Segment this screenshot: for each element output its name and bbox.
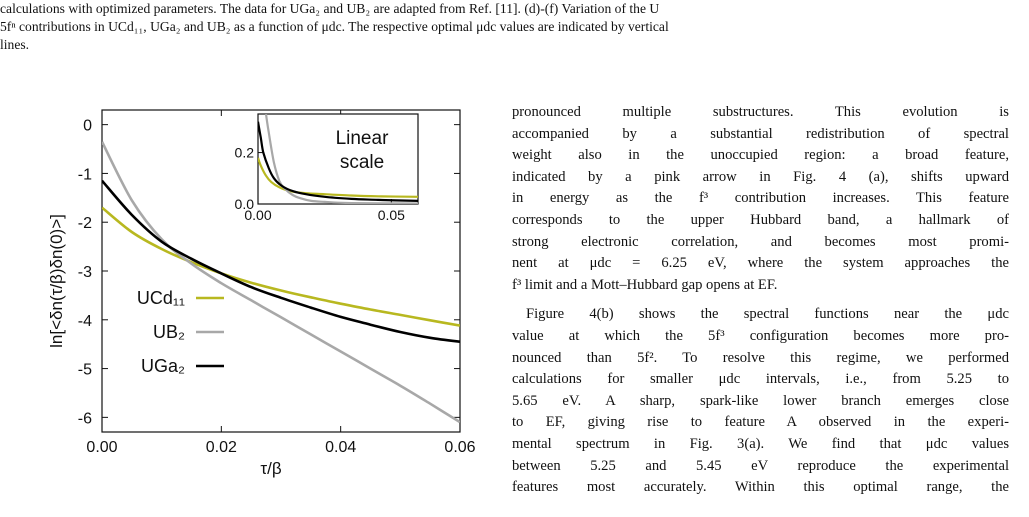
x-tick-label: 0.02: [206, 439, 237, 456]
inset-y-tick-label: 0.2: [235, 145, 255, 161]
x-tick-label: 0.06: [444, 439, 475, 456]
text-line: nounced than 5f². To resolve this regime…: [512, 349, 1009, 366]
text-line: weight also in the unoccupied region: a …: [512, 147, 1009, 164]
series-line-UGa: [102, 179, 460, 343]
series-line-UB: [102, 141, 460, 424]
x-tick-label: 0.04: [325, 439, 356, 456]
paragraph-2: Figure 4(b) shows the spectral functions…: [512, 304, 1009, 498]
text-line: indicated by a pink arrow in Fig. 4 (a),…: [512, 168, 1009, 185]
paragraph-1: pronounced multiple substructures. This …: [512, 102, 1009, 296]
text-line: calculations for smaller μdc intervals, …: [512, 371, 1009, 388]
text-line: Figure 4(b) shows the spectral functions…: [526, 306, 1009, 323]
y-tick-label: -2: [78, 215, 92, 232]
y-axis-label: ln[<δn(τ/β)δn(0)>]: [47, 214, 66, 348]
caption-line-1: calculations with optimized parameters. …: [0, 1, 660, 16]
y-tick-label: 0: [83, 118, 92, 135]
inset-title: Linear scale: [336, 128, 389, 173]
text-line: pronounced multiple substructures. This …: [512, 104, 1009, 120]
series-line-UCd: [102, 206, 460, 327]
text-line: nent at μdc = 6.25 eV, where the system …: [512, 255, 1009, 272]
legend-label: UCd₁₁: [137, 288, 185, 308]
inset-x-tick-label: 0.05: [378, 207, 405, 223]
text-line: mental spectrum in Fig. 3(a). We find th…: [512, 435, 1009, 452]
inset-series-line-UGa: [258, 121, 418, 202]
inset-series-line-UB: [264, 114, 418, 204]
text-line: corresponds to the upper Hubbard band, a…: [512, 211, 1009, 228]
body-text-column: pronounced multiple substructures. This …: [512, 102, 1009, 499]
text-line: value at which the 5f³ configuration bec…: [512, 327, 1009, 344]
legend-label: UGa₂: [141, 356, 185, 376]
text-line: features most accurately. Within this op…: [512, 479, 1009, 496]
text-line: between 5.25 and 5.45 eV reproduce the e…: [512, 457, 1009, 474]
correlation-chart: 0.00 0.02 0.04 0.06 0 -1 -2 -3 -4 -5 -6 τ/β ln[<δn(τ…: [47, 109, 476, 478]
caption-line-2: 5fⁿ contributions in UCd₁₁, UGa₂ and UB₂…: [0, 19, 669, 34]
inset-y-tick-label: 0.0: [235, 196, 255, 212]
text-line: f³ limit and a Mott–Hubbard gap opens at…: [512, 276, 778, 293]
text-line: in energy as the f³ contribution increas…: [512, 190, 1009, 207]
y-tick-label: -1: [78, 166, 92, 183]
y-tick-label: -6: [78, 410, 92, 427]
caption-line-3: lines.: [0, 37, 30, 52]
correlation-figure: 0.00 0.02 0.04 0.06 0 -1 -2 -3 -4 -5 -6 τ/β ln[<δn(τ…: [40, 92, 510, 517]
inset-title-line-1: Linear: [336, 128, 389, 149]
y-tick-label: -4: [78, 313, 92, 330]
inset-title-line-2: scale: [340, 152, 384, 173]
x-tick-label: 0.00: [86, 439, 117, 456]
text-line: accompanied by a substantial redistribut…: [512, 125, 1009, 142]
legend-label: UB₂: [153, 322, 185, 342]
y-tick-label: -3: [78, 264, 92, 281]
figure-caption: calculations with optimized parameters. …: [0, 0, 1029, 54]
x-axis-label: τ/β: [260, 459, 281, 478]
text-line: to EF, giving rise to feature A observed…: [512, 414, 1009, 431]
y-tick-label: -5: [78, 362, 92, 379]
text-line: strong electronic correlation, and becom…: [512, 233, 1009, 250]
inset-x-tick-label: 0.00: [244, 207, 271, 223]
text-line: 5.65 eV. A sharp, spark-like lower branc…: [512, 392, 1009, 409]
